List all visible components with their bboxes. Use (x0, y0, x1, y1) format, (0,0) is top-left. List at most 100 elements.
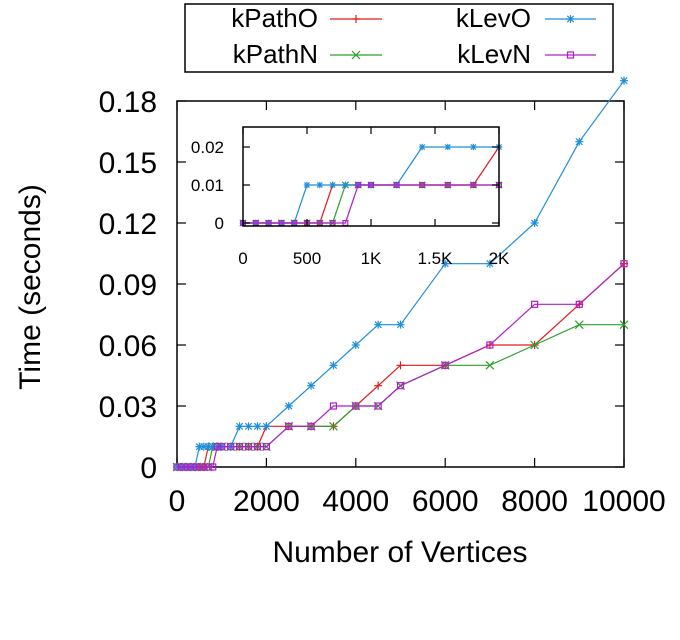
inset-x-tick-label: 1.5K (418, 249, 454, 268)
data-point-kLevN (244, 443, 253, 451)
x-tick-label: 6000 (412, 485, 479, 518)
data-point-kLevO (235, 422, 244, 431)
inset-y-tick-label: 0 (215, 214, 224, 233)
data-point-kLevN (575, 300, 583, 308)
data-point-kLevO (262, 422, 271, 431)
y-tick-label: 0.18 (99, 86, 157, 119)
series-line-kPathN (177, 324, 624, 468)
data-point-kLevN (191, 463, 199, 471)
main-axes: 0 0.03 0.06 0.09 0.12 0.15 0.18 0 2000 4000 6000 80… (99, 86, 666, 518)
data-point-kLevO (374, 320, 383, 329)
inset-data-point-kLevN (444, 182, 451, 189)
inset-data-point-kLevO (329, 181, 336, 189)
data-point-kLevO (307, 381, 316, 390)
data-point-kLevO (396, 320, 405, 329)
inset-axes: 0 0.01 0.02 0 500 1K 1.5K 2K (191, 127, 510, 268)
data-point-kLevN (352, 402, 360, 410)
x-tick-label: 0 (169, 485, 186, 518)
legend-label-kLevN: kLevN (457, 39, 531, 69)
x-axis-title: Number of Vertices (272, 536, 527, 569)
data-point-kLevN (227, 443, 235, 451)
data-point-kLevN (186, 463, 195, 471)
legend-marker-kLevO (566, 15, 575, 23)
data-point-kLevN (195, 463, 203, 471)
data-point-kLevO (253, 422, 262, 431)
data-point-kLevO (575, 137, 584, 146)
inset-data-point-kLevN (419, 182, 426, 189)
inset-data-point-kLevO (419, 143, 426, 151)
data-point-kLevN (620, 260, 628, 268)
inset-background (243, 127, 499, 226)
data-point-kLevO (329, 361, 338, 370)
y-tick-label: 0.06 (99, 330, 157, 363)
inset-data-point-kLevN (355, 182, 362, 189)
x-tick-label: 4000 (322, 485, 389, 518)
y-tick-label: 0.12 (99, 208, 157, 241)
data-point-kLevN (307, 422, 315, 430)
inset-y-tick-label: 0.02 (191, 138, 224, 157)
x-tick-label: 8000 (501, 485, 568, 518)
data-point-kPathN (619, 320, 629, 330)
data-point-kLevN (200, 463, 208, 471)
legend-marker-kPathO (352, 15, 360, 23)
data-point-kPathO (374, 381, 383, 390)
inset-data-point-kLevO (316, 181, 323, 189)
y-tick-label: 0.15 (99, 147, 157, 180)
data-point-kPathN (530, 340, 540, 350)
y-tick-label: 0 (140, 452, 157, 485)
data-point-kLevO (485, 259, 494, 268)
y-tick-label: 0.09 (99, 269, 157, 302)
data-point-kLevO (284, 402, 293, 410)
data-point-kPathN (485, 360, 495, 370)
data-point-kLevN (396, 382, 405, 390)
data-point-kLevO (351, 341, 360, 349)
x-tick-label: 2000 (233, 485, 300, 518)
legend-label-kLevO: kLevO (456, 3, 531, 33)
inset-y-tick-label: 0.01 (191, 176, 224, 195)
data-point-kPathN (329, 421, 338, 431)
inset-series-line-kLevN (243, 184, 499, 224)
data-point-kLevO (441, 259, 450, 268)
y-tick-label: 0.03 (99, 391, 157, 424)
x-tick-label: 10000 (582, 485, 665, 518)
data-point-kLevO (620, 76, 628, 85)
inset-data-point-kLevO (303, 181, 311, 189)
legend-label-kPathN: kPathN (233, 39, 318, 69)
inset-data-point-kLevO (470, 143, 477, 151)
legend-marker-kLevN (566, 51, 575, 59)
data-point-kLevO (244, 422, 253, 431)
inset-data-point-kLevN (368, 182, 375, 189)
data-point-kLevN (374, 402, 382, 410)
inset-x-tick-label: 500 (293, 249, 321, 268)
data-point-kPathN (574, 320, 584, 330)
inset-chart: 0 0.01 0.02 0 500 1K 1.5K 2K (191, 126, 510, 268)
legend-marker-kPathN (351, 50, 361, 60)
y-axis-title: Time (seconds) (14, 184, 47, 390)
data-point-kLevO (530, 219, 539, 227)
legend-box (184, 3, 614, 73)
inset-x-tick-label: 0 (238, 249, 247, 268)
data-point-kLevN (213, 443, 221, 451)
inset-data-point-kLevO (342, 181, 349, 189)
data-point-kLevN (209, 463, 217, 471)
data-point-kLevN (441, 361, 449, 369)
data-point-kLevN (329, 402, 338, 410)
inset-data-point-kLevN (393, 182, 400, 189)
inset-x-tick-label: 2K (489, 249, 510, 268)
main-series (172, 76, 629, 472)
legend-label-kPathO: kPathO (231, 3, 318, 33)
data-point-kLevN (218, 443, 226, 451)
legend: kPathO kPathN kLevO kLevN (184, 3, 614, 73)
data-point-kLevN (530, 300, 539, 308)
data-point-kLevN (204, 463, 212, 471)
data-point-kLevN (182, 463, 190, 471)
data-point-kLevN (262, 443, 270, 451)
inset-x-tick-label: 1K (361, 249, 382, 268)
inset-data-point-kLevN (470, 182, 477, 189)
data-point-kLevN (253, 443, 262, 451)
data-point-kLevN (173, 463, 181, 471)
data-point-kLevN (177, 463, 186, 471)
data-point-kLevN (285, 422, 293, 430)
data-point-kPathO (396, 361, 405, 370)
